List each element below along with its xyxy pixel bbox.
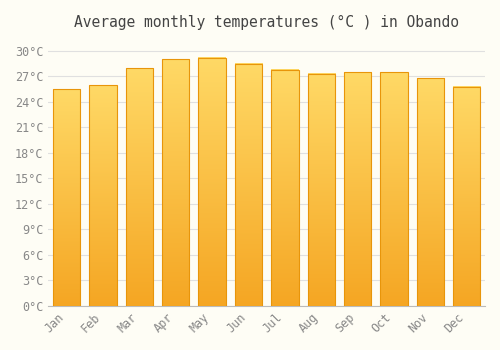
Title: Average monthly temperatures (°C ) in Obando: Average monthly temperatures (°C ) in Ob… [74, 15, 459, 30]
Bar [308, 74, 335, 306]
Bar [162, 60, 190, 306]
Bar [90, 85, 117, 306]
Bar [235, 64, 262, 306]
Bar [53, 89, 80, 306]
Bar [198, 58, 226, 306]
Bar [126, 68, 153, 306]
Bar [380, 72, 407, 306]
Bar [344, 72, 372, 306]
Bar [453, 86, 480, 306]
Bar [417, 78, 444, 306]
Bar [271, 70, 298, 306]
